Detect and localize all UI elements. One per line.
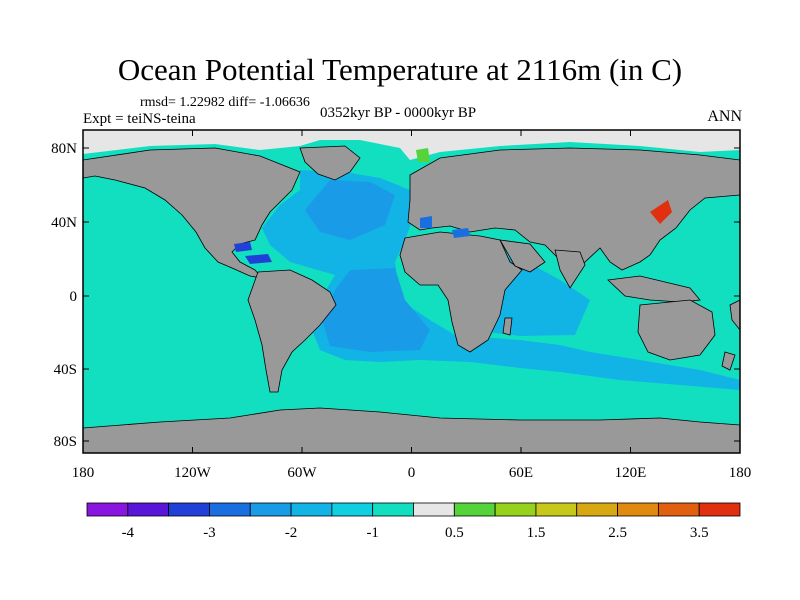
season-label: ANN [707, 108, 742, 125]
colorbar-swatch [331, 502, 374, 517]
maritime-continent [607, 275, 701, 303]
gulf-of-mexico-patch [234, 242, 252, 252]
eurasia [407, 147, 740, 271]
land-masses [83, 145, 740, 453]
colorbar-swatch [372, 502, 414, 517]
colorbar-label: -3 [203, 525, 216, 541]
colorbar-label: 3.5 [690, 525, 709, 541]
north-america [83, 147, 301, 279]
colorbar-swatch [617, 502, 659, 517]
longitude-axis: 180 120W 60W 0 60E 120E 180 [72, 130, 752, 481]
colorbar-swatch [86, 502, 129, 517]
y-tick-label: 40S [54, 362, 77, 378]
madagascar [502, 317, 513, 336]
colorbar-label: -1 [366, 525, 379, 541]
y-tick-label: 40N [51, 215, 77, 231]
x-tick-label: 120W [174, 465, 212, 481]
colorbar-swatch [657, 502, 700, 517]
colorbar-swatch [494, 502, 537, 517]
colorbar-swatch [249, 502, 292, 517]
north-atlantic-deeper-region [305, 180, 395, 240]
x-tick-label: 180 [72, 465, 95, 481]
x-tick-label: 120E [615, 465, 647, 481]
africa [399, 231, 523, 353]
x-tick-label: 0 [408, 465, 416, 481]
x-tick-label: 60E [509, 465, 533, 481]
mediterranean-patch [420, 216, 432, 228]
y-tick-label: 80N [51, 141, 77, 157]
map-field [83, 130, 740, 453]
arabia [499, 239, 546, 273]
arctic-sea-ice [83, 130, 740, 160]
latitude-axis: 80N 40N 0 40S 80S [51, 141, 740, 450]
south-america [247, 269, 337, 393]
colorbar-label: -2 [285, 525, 298, 541]
colorbar-label: 1.5 [527, 525, 546, 541]
eastern-mediterranean-patch [452, 228, 470, 238]
time-period-label: 0352kyr BP - 0000kyr BP [320, 105, 477, 121]
x-tick-label: 180 [729, 465, 752, 481]
japan-sea-patch [650, 200, 672, 224]
new-zealand [721, 351, 736, 371]
experiment-label: Expt = teiNS-teina [83, 111, 196, 127]
y-tick-label: 0 [70, 289, 78, 305]
colorbar-swatch [290, 502, 333, 517]
caribbean-patch [245, 254, 272, 264]
arctic-green-patch [416, 148, 430, 162]
colorbar-swatch [413, 502, 455, 517]
colorbar-label: 0.5 [445, 525, 464, 541]
pacific-seafloor-land-strip [729, 299, 740, 331]
colorbar-swatch [168, 502, 210, 517]
colorbar-swatch [698, 502, 741, 517]
colorbar: -4 -3 -2 -1 0.5 1.5 2.5 3.5 [86, 502, 741, 541]
x-tick-label: 60W [287, 465, 317, 481]
greenland [299, 145, 361, 181]
map-title: Ocean Potential Temperature at 2116m (in… [117, 52, 683, 87]
rmsd-diff-stats: rmsd= 1.22982 diff= -1.06636 [140, 95, 310, 110]
colorbar-label: 2.5 [608, 525, 627, 541]
colorbar-swatch [209, 502, 251, 517]
y-tick-label: 80S [54, 434, 77, 450]
colorbar-swatch [576, 502, 618, 517]
antarctica [83, 407, 740, 453]
south-atlantic-deeper-region [322, 268, 430, 352]
colorbar-swatch [535, 502, 578, 517]
india [554, 249, 586, 289]
colorbar-swatch [453, 502, 496, 517]
australia [637, 299, 716, 361]
colorbar-label: -4 [122, 525, 135, 541]
colorbar-swatch [127, 502, 170, 517]
